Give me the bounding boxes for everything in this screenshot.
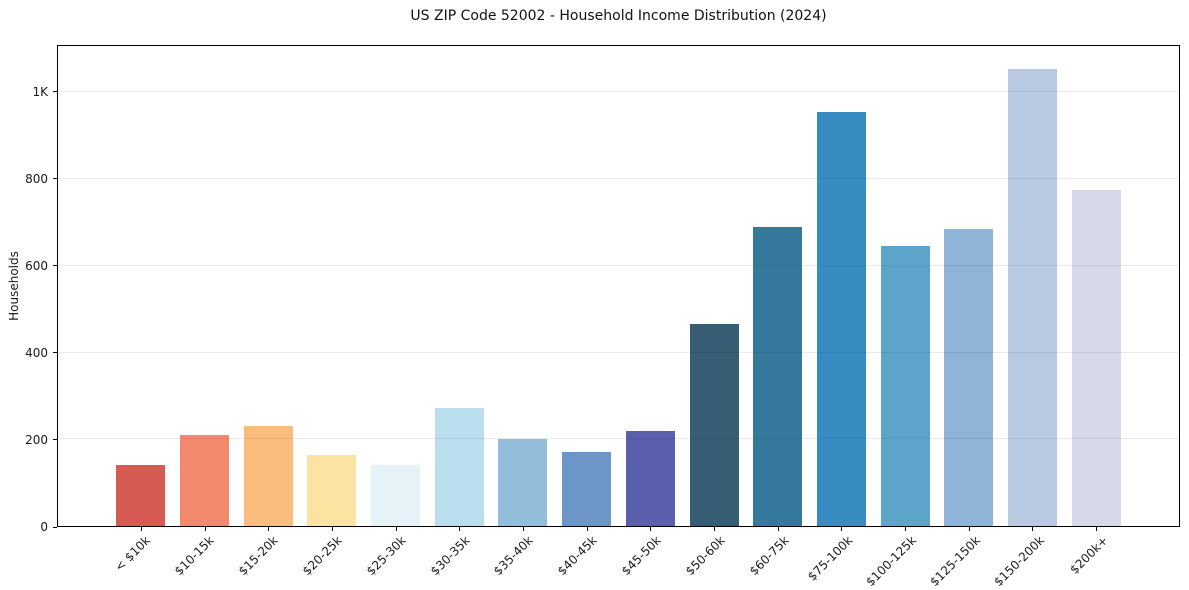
bar <box>689 324 739 526</box>
x-tick-mark <box>140 527 142 531</box>
x-tick-label: $50-60k <box>682 533 728 579</box>
y-tick-label: 600 <box>25 258 48 273</box>
x-tick-label: $60-75k <box>746 533 792 579</box>
bar <box>880 246 930 526</box>
bar-slot <box>619 46 683 531</box>
x-tick-mark <box>204 527 206 531</box>
bar-slot <box>236 46 300 531</box>
x-tick-mark <box>650 527 652 531</box>
y-tick-label: 0 <box>40 520 48 534</box>
x-tick-mark <box>459 527 461 531</box>
x-tick-mark <box>522 527 524 531</box>
bar <box>944 228 994 526</box>
x-tick-mark <box>268 527 270 531</box>
x-tick-label: $30-35k <box>427 533 473 579</box>
x-tick-mark <box>1096 527 1098 531</box>
x-tick-label: $100-125k <box>863 533 919 589</box>
bar-slot <box>555 46 619 531</box>
bar-slot <box>364 46 428 531</box>
x-tick-label: $40-45k <box>554 533 600 579</box>
bars-container <box>58 46 1179 531</box>
x-tick-mark <box>777 527 779 531</box>
bar-slot <box>873 46 937 531</box>
chart-title: US ZIP Code 52002 - Household Income Dis… <box>410 8 827 24</box>
x-tick-mark <box>1032 527 1034 531</box>
bar-slot <box>427 46 491 531</box>
bar <box>434 408 484 526</box>
bar-slot <box>810 46 874 531</box>
y-tick-mark <box>53 178 57 180</box>
y-tick-label: 1K <box>32 84 48 99</box>
x-tick-mark <box>905 527 907 531</box>
bar-slot <box>491 46 555 531</box>
bar <box>753 226 803 526</box>
x-tick-label: $45-50k <box>618 533 664 579</box>
x-tick-mark <box>331 527 333 531</box>
bar <box>625 430 675 526</box>
bar-slot <box>109 46 173 531</box>
bar-slot <box>173 46 237 531</box>
x-tick-label: < $10k <box>112 533 154 575</box>
bar <box>562 452 612 526</box>
bar-slot <box>937 46 1001 531</box>
bar-slot <box>300 46 364 531</box>
x-tick-mark <box>395 527 397 531</box>
x-tick-label: $25-30k <box>363 533 409 579</box>
x-tick-mark <box>841 527 843 531</box>
bar <box>1071 189 1121 526</box>
y-tick-mark <box>53 526 57 528</box>
bar <box>116 465 166 526</box>
bar <box>307 455 357 526</box>
x-tick-label: $20-25k <box>299 533 345 579</box>
x-tick-label: $75-100k <box>804 533 856 584</box>
x-tick-label: $125-150k <box>926 533 983 589</box>
bar <box>243 426 293 526</box>
bar-slot <box>1064 46 1128 531</box>
bar-slot <box>1001 46 1065 531</box>
bar <box>816 111 866 526</box>
bar <box>180 434 230 526</box>
bar <box>371 465 421 526</box>
x-tick-label: $150-200k <box>990 533 1047 589</box>
x-tick-mark <box>968 527 970 531</box>
x-tick-mark <box>586 527 588 531</box>
y-tick-mark <box>53 439 57 441</box>
x-tick-mark <box>714 527 716 531</box>
y-tick-mark <box>53 352 57 354</box>
bar-slot <box>682 46 746 531</box>
bar <box>1007 68 1057 526</box>
x-tick-label: $10-15k <box>172 533 217 579</box>
bar-slot <box>746 46 810 531</box>
y-tick-label: 400 <box>25 345 48 360</box>
x-tick-label: $35-40k <box>491 533 536 579</box>
y-tick-mark <box>53 91 57 93</box>
y-tick-label: 800 <box>25 171 48 186</box>
bar <box>498 439 548 526</box>
y-tick-label: 200 <box>25 432 48 447</box>
x-tick-label: $200k+ <box>1066 533 1111 577</box>
plot-area <box>57 45 1180 531</box>
y-tick-mark <box>53 265 57 267</box>
x-tick-label: $15-20k <box>235 533 281 579</box>
